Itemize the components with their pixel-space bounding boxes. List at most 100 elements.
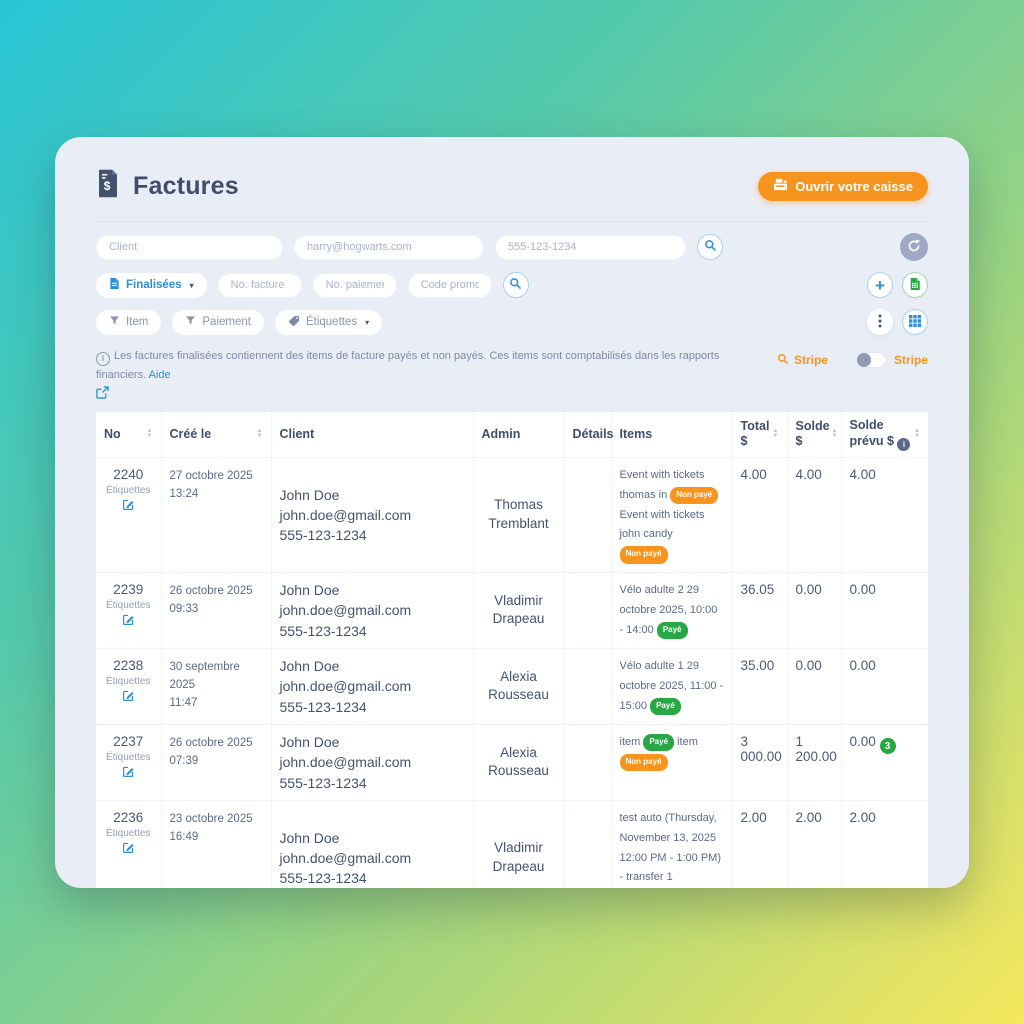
- filter-row: Finalisées ▾ +: [96, 272, 928, 298]
- tags-filter-dropdown[interactable]: Étiquettes ▾: [274, 309, 383, 335]
- table-header-row: No ▲ ▼ Créé le ▲ ▼ Client Admin Détails Items Tota…: [96, 411, 928, 458]
- invoice-row-2236: 2236 Étiquettes 23 octobre 2025 16:49 John D…: [96, 800, 928, 888]
- payment-number-input[interactable]: [312, 272, 397, 298]
- refresh-icon: [907, 239, 921, 256]
- invoice-number-input[interactable]: [217, 272, 302, 298]
- balance-cell: 0.00: [787, 648, 842, 725]
- invoices-panel: $ Factures Ouvrir votre caisse: [55, 137, 969, 888]
- invoice-number: 2239: [113, 581, 144, 597]
- admin-cell: Alexia Rousseau: [473, 724, 565, 801]
- info-icon: i: [96, 351, 110, 366]
- sort-icon[interactable]: ▲ ▼: [914, 428, 920, 440]
- edit-tags-icon[interactable]: [104, 765, 153, 781]
- etiquettes-link[interactable]: Étiquettes: [106, 751, 151, 763]
- expected-balance-cell: 2.00: [849, 809, 876, 825]
- sort-icon[interactable]: ▲ ▼: [256, 428, 263, 440]
- document-icon: [109, 277, 120, 293]
- stripe-search-button[interactable]: Stripe: [777, 353, 828, 368]
- table-body: 2240 Étiquettes 27 octobre 2025 13:24 John D…: [96, 457, 928, 888]
- column-header-cree-le[interactable]: Créé le ▲ ▼: [161, 411, 272, 458]
- etiquettes-link[interactable]: Étiquettes: [106, 827, 151, 839]
- column-header-details: Détails: [564, 411, 614, 458]
- open-register-button[interactable]: Ouvrir votre caisse: [758, 171, 928, 201]
- balance-cell: 4.00: [787, 457, 842, 573]
- total-cell: 36.05: [732, 572, 788, 649]
- add-invoice-button[interactable]: +: [867, 272, 893, 298]
- created-cell: 30 septembre 2025 11:47: [161, 648, 272, 725]
- header-divider: [96, 221, 928, 222]
- invoice-row-2238: 2238 Étiquettes 30 septembre 2025 11:47 John…: [96, 648, 928, 725]
- column-header-solde-prevu[interactable]: Solde prévu $ i ▲ ▼: [841, 411, 928, 458]
- client-cell: John Doe john.doe@gmail.com 555-123-1234: [271, 572, 474, 649]
- etiquettes-link[interactable]: Étiquettes: [106, 599, 151, 611]
- column-header-total[interactable]: Total $ ▲ ▼: [732, 411, 788, 458]
- invoices-table: No ▲ ▼ Créé le ▲ ▼ Client Admin Détails Items Tota…: [96, 411, 928, 888]
- invoice-number-cell: 2238 Étiquettes: [96, 648, 162, 725]
- invoice-number: 2237: [113, 733, 144, 749]
- admin-cell: Vladimir Drapeau: [473, 800, 565, 888]
- client-cell: John Doe john.doe@gmail.com 555-123-1234: [271, 457, 474, 573]
- payment-filter-label: Paiement: [202, 316, 251, 328]
- paid-badge: Payé: [656, 621, 688, 639]
- sort-icon[interactable]: ▲ ▼: [772, 428, 779, 440]
- cash-register-icon: [773, 178, 788, 194]
- created-cell: 26 octobre 2025 09:33: [161, 572, 272, 649]
- toggle-knob: [856, 353, 871, 367]
- column-header-solde[interactable]: Solde $ ▲ ▼: [787, 411, 842, 458]
- search-button-secondary[interactable]: [502, 272, 529, 298]
- edit-tags-icon[interactable]: [104, 689, 153, 705]
- column-header-admin: Admin: [473, 411, 565, 458]
- chevron-down-icon: ▾: [189, 280, 194, 290]
- phone-search-input[interactable]: [495, 234, 686, 260]
- details-cell: [564, 648, 612, 725]
- invoice-number-cell: 2236 Étiquettes: [96, 800, 162, 888]
- client-search-input[interactable]: [96, 234, 283, 260]
- sort-icon[interactable]: ▲ ▼: [831, 428, 838, 440]
- edit-tags-icon[interactable]: [104, 841, 153, 857]
- email-search-input[interactable]: [294, 234, 484, 260]
- search-icon: [777, 353, 789, 368]
- balance-cell: 1 200.00: [787, 724, 842, 801]
- etiquettes-link[interactable]: Étiquettes: [106, 485, 151, 496]
- item-filter-label: Item: [126, 316, 149, 328]
- expected-balance-cell: 0.00 3: [841, 724, 928, 800]
- stripe-toggle[interactable]: [855, 352, 886, 368]
- search-button[interactable]: [697, 234, 723, 260]
- page-header: $ Factures Ouvrir votre caisse: [96, 165, 928, 207]
- funnel-icon: [185, 315, 196, 329]
- invoice-icon: $: [96, 169, 120, 203]
- search-row: [96, 233, 928, 261]
- invoice-number: 2236: [113, 809, 144, 825]
- refresh-button[interactable]: [900, 233, 928, 261]
- column-header-items: Items: [611, 411, 733, 458]
- edit-tags-icon[interactable]: [104, 613, 153, 629]
- total-cell: 35.00: [732, 648, 788, 725]
- paid-badge: Payé: [650, 697, 681, 715]
- item-filter-button[interactable]: Item: [96, 309, 162, 335]
- external-link-icon[interactable]: [96, 386, 109, 405]
- open-register-label: Ouvrir votre caisse: [795, 178, 913, 194]
- etiquettes-link[interactable]: Étiquettes: [106, 675, 151, 687]
- page-title: Factures: [133, 171, 239, 200]
- scanner-button[interactable]: [902, 309, 928, 335]
- stripe-toggle-label: Stripe: [893, 353, 928, 367]
- column-header-no[interactable]: No ▲ ▼: [96, 411, 162, 458]
- more-options-button[interactable]: [867, 309, 893, 335]
- invoice-number-cell: 2237 Étiquettes: [96, 724, 162, 801]
- paid-badge: Payé: [643, 733, 675, 752]
- promo-code-input[interactable]: [407, 272, 492, 298]
- invoice-row-2237: 2237 Étiquettes 26 octobre 2025 07:39 John D…: [96, 724, 928, 801]
- unpaid-badge: Non payé: [619, 753, 668, 772]
- payment-filter-button[interactable]: Paiement: [172, 309, 264, 335]
- sort-icon[interactable]: ▲ ▼: [146, 428, 153, 440]
- edit-tags-icon[interactable]: [104, 498, 153, 514]
- count-badge: 3: [879, 738, 896, 755]
- created-cell: 26 octobre 2025 07:39: [161, 724, 272, 801]
- funnel-icon: [109, 315, 120, 329]
- info-icon: i: [897, 438, 911, 451]
- help-link[interactable]: Aide: [148, 368, 171, 381]
- invoice-row-2239: 2239 Étiquettes 26 octobre 2025 09:33 John D…: [96, 572, 928, 649]
- items-cell: test auto (Thursday, November 13, 2025 1…: [611, 800, 733, 888]
- export-excel-button[interactable]: [902, 272, 928, 298]
- status-filter-dropdown[interactable]: Finalisées ▾: [96, 272, 207, 298]
